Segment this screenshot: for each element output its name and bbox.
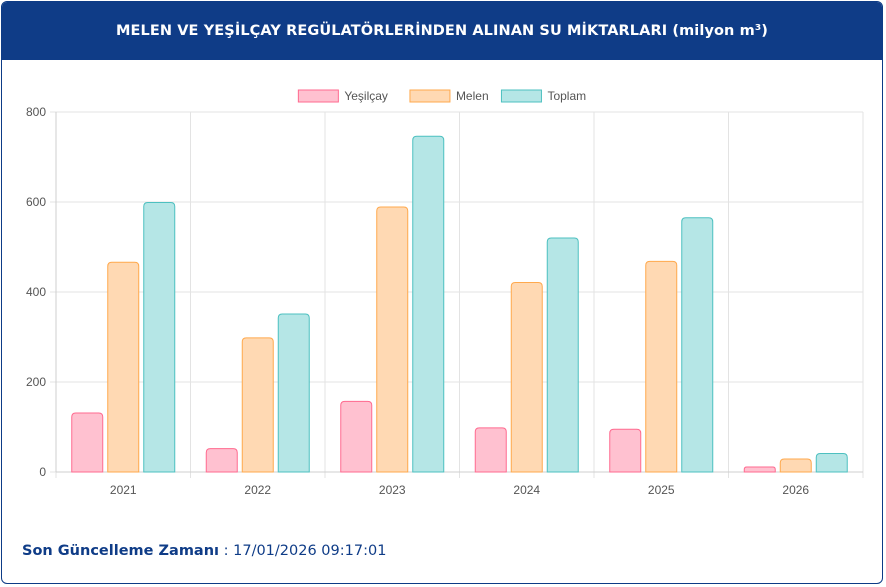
- bar-chart: 0 200 400 600 800 2021 2022 2023 2024 2025 2026 Yeş…: [26, 89, 864, 497]
- legend-swatch-yeşilçay: [297, 89, 339, 103]
- bar-toplam-2022: [277, 313, 310, 473]
- x-tick-label: 2023: [379, 483, 406, 497]
- bar-melen-2022: [241, 337, 274, 473]
- bar-yeşilçay-2023: [340, 400, 373, 473]
- y-tick-label: 800: [26, 105, 46, 119]
- last-update-value: 17/01/2026 09:17:01: [233, 543, 387, 559]
- y-tick-label: 400: [26, 285, 46, 299]
- bar-toplam-2025: [681, 217, 714, 473]
- legend-label: Yeşilçay: [344, 89, 388, 103]
- bar-yeşilçay-2026: [743, 466, 776, 473]
- x-tick-label: 2025: [648, 483, 675, 497]
- bar-yeşilçay-2021: [71, 412, 104, 473]
- legend-swatch-toplam: [500, 89, 542, 103]
- bar-toplam-2021: [143, 201, 176, 473]
- bar-yeşilçay-2022: [205, 448, 238, 473]
- bar-melen-2026: [779, 458, 812, 473]
- legend-label: Melen: [456, 89, 489, 103]
- bar-melen-2024: [510, 282, 543, 473]
- chart-area: 0 200 400 600 800 2021 2022 2023 2024 2025 2026 Yeş…: [2, 60, 882, 500]
- legend-label: Toplam: [547, 89, 586, 103]
- last-update: Son Güncelleme Zamanı : 17/01/2026 09:17…: [22, 543, 386, 559]
- y-tick-label: 600: [26, 195, 46, 209]
- chart-header: MELEN VE YEŞİLÇAY REGÜLATÖRLERİNDEN ALIN…: [2, 2, 882, 60]
- x-tick-label: 2022: [244, 483, 271, 497]
- last-update-separator: :: [219, 543, 234, 559]
- bar-yeşilçay-2025: [609, 428, 642, 473]
- legend-swatch-melen: [409, 89, 451, 103]
- chart-title: MELEN VE YEŞİLÇAY REGÜLATÖRLERİNDEN ALIN…: [115, 23, 769, 39]
- x-tick-label: 2026: [782, 483, 809, 497]
- bar-toplam-2024: [546, 237, 579, 473]
- bar-toplam-2023: [412, 135, 445, 473]
- y-tick-label: 0: [39, 465, 46, 479]
- last-update-label: Son Güncelleme Zamanı: [22, 543, 220, 559]
- bar-toplam-2026: [815, 453, 848, 473]
- x-tick-label: 2024: [513, 483, 540, 497]
- x-tick-label: 2021: [110, 483, 137, 497]
- bar-melen-2021: [107, 261, 140, 473]
- bar-melen-2023: [376, 206, 409, 473]
- bar-yeşilçay-2024: [474, 427, 507, 473]
- bar-melen-2025: [645, 260, 678, 473]
- y-tick-label: 200: [26, 375, 46, 389]
